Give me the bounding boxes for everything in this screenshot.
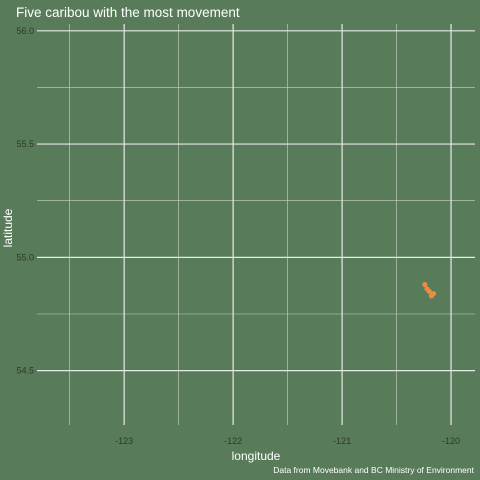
x-tick-label: -123 bbox=[115, 436, 133, 446]
chart-title: Five caribou with the most movement bbox=[16, 5, 240, 20]
x-tick-label: -121 bbox=[333, 436, 351, 446]
y-axis-label: latitude bbox=[1, 208, 15, 247]
track-point bbox=[422, 281, 428, 288]
track-point bbox=[428, 293, 435, 299]
x-axis-label: longitude bbox=[232, 449, 281, 463]
track-point bbox=[426, 288, 432, 294]
y-tick-label: 56.0 bbox=[16, 26, 34, 36]
y-tick-label: 55.5 bbox=[16, 139, 34, 149]
y-tick-label: 54.5 bbox=[16, 366, 34, 376]
y-tick-label: 55.0 bbox=[16, 252, 34, 262]
x-tick-label: -120 bbox=[442, 436, 460, 446]
caption: Data from Movebank and BC Ministry of En… bbox=[273, 465, 474, 475]
x-tick-label: -122 bbox=[224, 436, 242, 446]
